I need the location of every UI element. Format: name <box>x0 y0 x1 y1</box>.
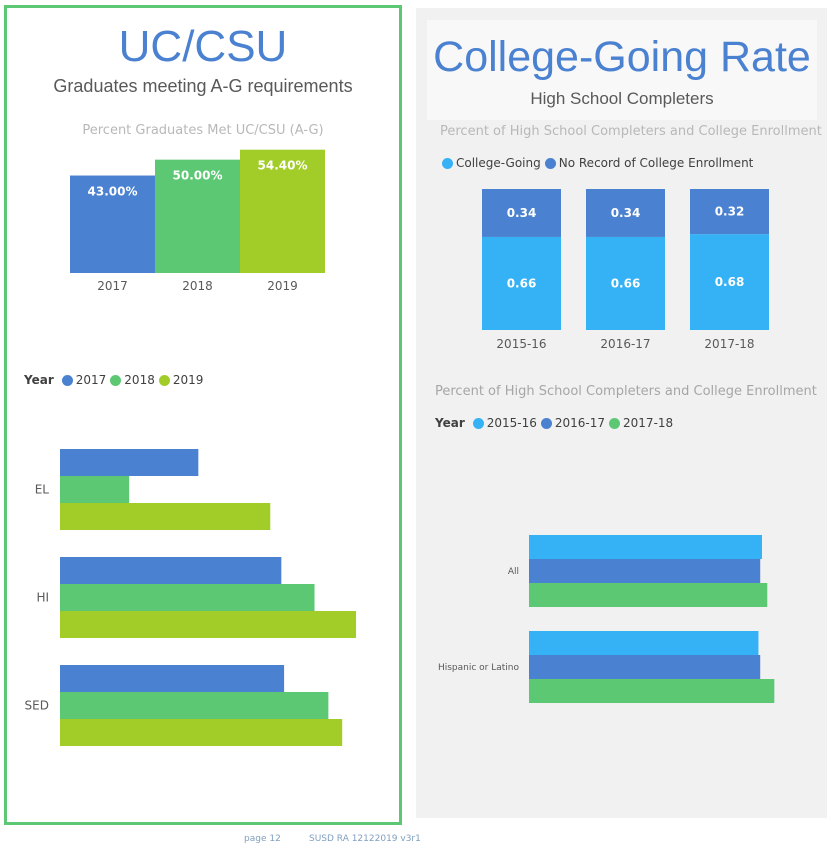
legend-item[interactable]: College-Going <box>440 156 541 170</box>
legend-dot-icon <box>158 374 170 386</box>
bar-Hispanic or Latino-2017-18 <box>529 679 775 703</box>
data-label: 50.00% <box>173 169 223 183</box>
legend-dot-icon <box>442 157 453 169</box>
x-tick-label: 2018 <box>182 279 213 293</box>
chart1-title: Percent Graduates Met UC/CSU (A-G) <box>82 123 324 138</box>
bar-All-2016-17 <box>529 559 761 583</box>
legend-dot-icon <box>472 417 484 429</box>
y-tick-label: EL <box>35 483 50 497</box>
right-subtitle: High School Completers <box>530 89 714 108</box>
legend-item[interactable]: 2015-16 <box>471 416 537 430</box>
legend-label: 2019 <box>172 373 204 387</box>
bar-2017 <box>70 175 155 273</box>
page-number: page 12 <box>244 834 281 844</box>
chart4-title: Percent of High School Completers and Co… <box>435 384 817 399</box>
year-legend-right: Year 2015-16 2016-17 2017-18 <box>435 416 675 430</box>
legend-label: 2017 <box>75 373 107 387</box>
left-title: UC/CSU <box>118 22 288 71</box>
legend-dot-icon <box>61 374 73 386</box>
legend-dot-icon <box>110 374 122 386</box>
x-tick-label: 2017 <box>97 279 128 293</box>
legend-label: 2015-16 <box>486 416 537 430</box>
legend-dot-icon <box>540 417 552 429</box>
y-tick-label: HI <box>36 591 49 605</box>
bar-All-2017-18 <box>529 583 768 607</box>
bar-EL-2019 <box>60 503 271 530</box>
left-subtitle: Graduates meeting A-G requirements <box>53 76 353 96</box>
legend-label: 2016-17 <box>554 416 606 430</box>
data-label: 0.34 <box>611 206 641 220</box>
y-tick-label: All <box>508 567 519 577</box>
legend-item[interactable]: 2018 <box>108 373 155 387</box>
legend-item[interactable]: 2019 <box>157 373 204 387</box>
document-id: SUSD RA 12122019 v3r1 <box>309 834 421 844</box>
legend-item[interactable]: No Record of College Enrollment <box>543 156 754 170</box>
bar-EL-2018 <box>60 476 130 503</box>
legend-item[interactable]: 2016-17 <box>539 416 605 430</box>
segment-2017-18-1 <box>690 189 769 235</box>
bar-All-2015-16 <box>529 535 762 559</box>
data-label: 43.00% <box>88 185 138 199</box>
legend-item[interactable]: 2017-18 <box>607 416 673 430</box>
bar-EL-2017 <box>60 449 199 476</box>
legend-dot-icon <box>544 157 556 169</box>
segment-2016-17-1 <box>586 189 665 237</box>
legend-item[interactable]: 2017 <box>60 373 107 387</box>
legend-dot-icon <box>609 417 621 429</box>
x-tick-label: 2019 <box>267 279 298 293</box>
bar-SED-2019 <box>60 719 343 746</box>
chart3-title: Percent of High School Completers and Co… <box>440 124 822 139</box>
legend-label: 2018 <box>124 373 155 387</box>
bar-2019 <box>240 149 325 273</box>
year-legend-left: Year 2017 2018 2019 <box>24 373 205 387</box>
legend-year-label: Year <box>24 373 54 387</box>
legend-label: No Record of College Enrollment <box>558 156 754 170</box>
y-tick-label: SED <box>25 699 49 713</box>
legend-label: 2017-18 <box>623 416 674 430</box>
x-tick-label: 2016-17 <box>600 337 650 351</box>
bar-SED-2017 <box>60 665 285 692</box>
data-label: 54.40% <box>258 159 308 173</box>
legend-label: College-Going <box>456 156 541 170</box>
bar-2018 <box>155 159 240 273</box>
right-title: College-Going Rate <box>433 33 811 81</box>
data-label: 0.32 <box>715 205 745 219</box>
segment-2015-16-1 <box>482 189 561 237</box>
legend-year-label: Year <box>435 416 465 430</box>
segment-2016-17-0 <box>586 236 665 330</box>
bar-HI-2017 <box>60 557 282 584</box>
data-label: 0.66 <box>507 276 537 290</box>
bar-SED-2018 <box>60 692 329 719</box>
segment-2017-18-0 <box>690 234 769 330</box>
segment-2015-16-0 <box>482 236 561 330</box>
y-tick-label: Hispanic or Latino <box>438 663 520 673</box>
bar-Hispanic or Latino-2016-17 <box>529 655 761 679</box>
x-tick-label: 2017-18 <box>704 337 754 351</box>
data-label: 0.68 <box>715 275 745 289</box>
data-label: 0.66 <box>611 276 641 290</box>
x-tick-label: 2015-16 <box>496 337 546 351</box>
bar-HI-2018 <box>60 584 315 611</box>
title-box <box>427 20 817 120</box>
stack-legend: College-Going No Record of College Enroll… <box>440 156 755 170</box>
bar-HI-2019 <box>60 611 357 638</box>
data-label: 0.34 <box>507 206 537 220</box>
bar-Hispanic or Latino-2015-16 <box>529 631 759 655</box>
